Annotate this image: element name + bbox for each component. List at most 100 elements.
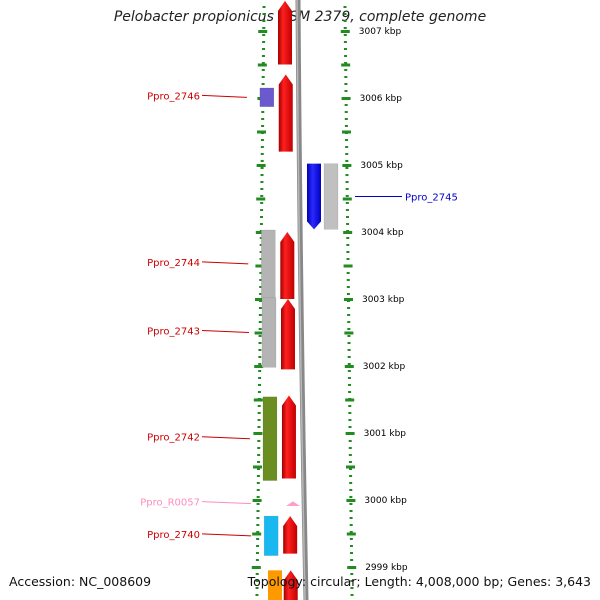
minor-tick [257,419,261,421]
minor-tick [344,111,348,113]
minor-tick [255,573,259,575]
minor-tick [258,363,262,365]
cog-block [261,229,276,298]
minor-tick [350,559,354,561]
cds-forward-arrow [283,570,298,600]
minor-tick [258,370,262,372]
minor-tick [349,531,353,533]
minor-tick [256,531,260,533]
minor-tick [258,377,262,379]
minor-tick [257,461,261,463]
minor-tick [344,118,348,120]
minor-tick [345,209,349,211]
major-tick [252,499,262,502]
major-tick [254,331,264,335]
gene-label[interactable]: Ppro_2746 [147,91,200,102]
minor-tick [261,69,265,71]
cds-forward-arrow [280,232,295,299]
major-tick [257,130,267,134]
minor-tick [345,160,349,162]
minor-tick [346,258,350,260]
minor-tick [349,524,353,526]
minor-tick [261,125,265,127]
minor-tick [345,202,349,204]
minor-tick [347,363,351,365]
minor-tick [260,146,264,148]
minor-tick [344,104,348,106]
minor-tick [258,335,262,337]
minor-tick [261,83,265,85]
gene-label-line [201,94,247,98]
minor-tick [348,461,352,463]
minor-tick [255,559,259,561]
minor-tick [256,545,260,547]
minor-tick [348,419,352,421]
gene-label-line [201,533,252,537]
major-tick [344,331,354,335]
scale-label: 3005 kbp [360,161,403,171]
minor-tick [348,426,352,428]
minor-tick [256,482,260,484]
gene-label[interactable]: Ppro_R0057 [140,498,200,509]
major-tick [342,164,352,167]
minor-tick [260,153,264,155]
minor-tick [345,167,349,169]
minor-tick [348,447,352,449]
minor-tick [261,76,265,78]
minor-tick [346,272,350,274]
minor-tick [346,286,350,288]
gene-label[interactable]: Ppro_2744 [147,258,200,269]
minor-tick [344,125,348,127]
minor-tick [260,174,264,176]
scale-label: 3007 kbp [359,27,402,37]
minor-tick [348,405,352,407]
major-tick [252,532,262,536]
major-tick [253,432,263,435]
cog-block [261,297,277,368]
minor-tick [256,468,260,470]
major-tick [345,465,355,469]
minor-tick [349,538,353,540]
minor-tick [256,517,260,519]
cds-forward-arrow [278,74,293,152]
minor-tick [345,181,349,183]
gene-label[interactable]: Ppro_2740 [147,530,200,541]
major-tick [256,164,266,167]
minor-tick [256,496,260,498]
minor-tick [347,356,351,358]
major-tick [251,566,261,569]
minor-tick [345,174,349,176]
minor-tick [257,384,261,386]
gene-label[interactable]: Ppro_2745 [405,192,458,203]
minor-tick [350,573,354,575]
minor-tick [348,440,352,442]
minor-tick [262,41,266,43]
minor-tick [259,286,263,288]
minor-tick [259,237,263,239]
major-tick [345,432,355,435]
cds-forward-arrow [278,0,293,65]
genome-stats-text: Topology: circular; Length: 4,008,000 bp… [247,574,591,589]
gene-label[interactable]: Ppro_2742 [147,433,200,444]
minor-tick [259,293,263,295]
major-tick [345,398,355,402]
minor-tick [259,258,263,260]
minor-tick [349,475,353,477]
gene-label[interactable]: Ppro_2743 [147,327,200,338]
minor-tick [343,34,347,36]
gene-label-line [201,330,249,333]
minor-tick [255,580,259,582]
accession-text: Accession: NC_008609 [9,574,152,589]
minor-tick [344,55,348,57]
minor-tick [345,146,349,148]
minor-tick [262,6,266,8]
minor-tick [258,342,262,344]
scale-label: 2999 kbp [365,563,408,573]
major-tick [253,465,263,469]
minor-tick [349,545,353,547]
cog-block [262,396,278,481]
minor-tick [257,454,261,456]
major-tick [256,197,266,201]
cog-block [268,570,282,600]
minor-tick [347,307,351,309]
